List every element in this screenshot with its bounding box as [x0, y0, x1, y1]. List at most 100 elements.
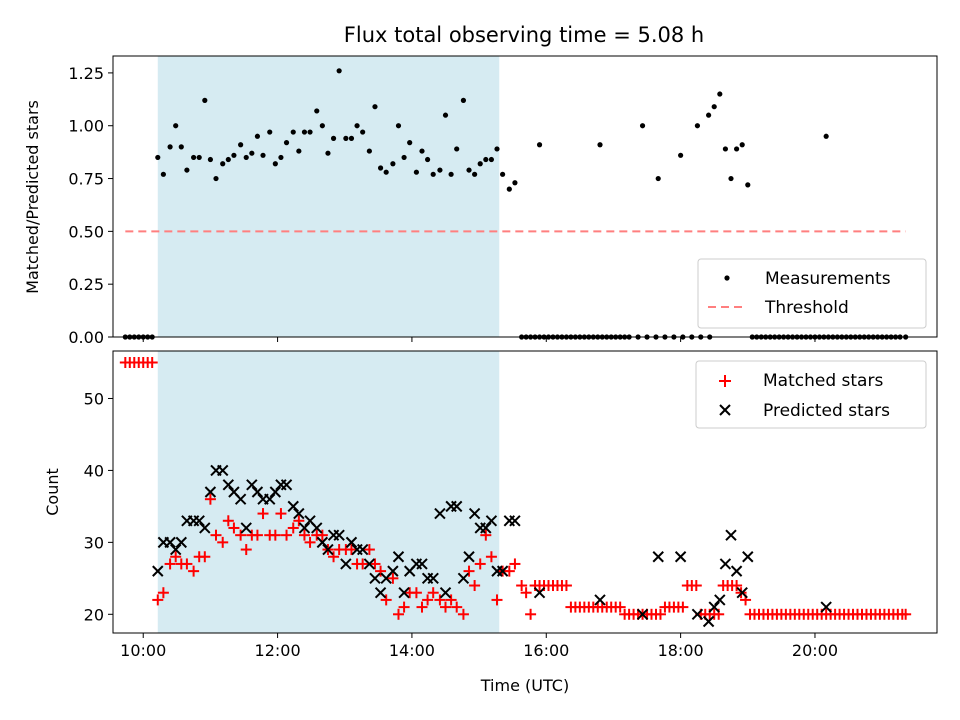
predicted-star-point — [480, 522, 492, 534]
predicted-star-point — [240, 522, 252, 534]
predicted-star-point — [496, 565, 509, 577]
measurement-point — [733, 146, 740, 152]
matched-star-point — [328, 551, 340, 563]
matched-star-point — [491, 594, 503, 606]
predicted-star-point — [730, 565, 743, 577]
matched-star-point — [520, 587, 532, 599]
predicted-star-point — [222, 479, 235, 491]
predicted-star-point — [193, 515, 205, 527]
measurement-point — [325, 150, 331, 156]
top-y-tick-label: 0.50 — [68, 222, 104, 241]
matched-star-point — [222, 515, 234, 527]
measurement-point — [330, 135, 337, 141]
matched-star-point — [387, 572, 399, 584]
measurement-point — [823, 133, 829, 139]
predicted-star-point — [674, 551, 687, 563]
top-legend: Measurements Threshold — [697, 258, 927, 329]
measurement-point — [454, 146, 460, 152]
measurement-point — [413, 169, 420, 175]
measurement-point — [307, 129, 313, 135]
measurement-point — [249, 150, 255, 156]
measurement-point — [343, 135, 349, 141]
predicted-star-point — [345, 536, 358, 549]
matched-star-point — [422, 594, 434, 606]
predicted-star-point — [246, 479, 258, 491]
matched-star-point — [146, 357, 158, 369]
matched-star-point — [451, 601, 463, 613]
measurement-point — [173, 123, 179, 129]
measurement-point — [711, 104, 717, 110]
predicted-star-point — [264, 493, 276, 505]
measurement-point — [390, 161, 396, 167]
measurement-point — [336, 68, 342, 74]
measurement-point — [536, 142, 543, 148]
measurement-point — [278, 154, 284, 161]
measurement-point — [155, 154, 161, 161]
predicted-star-point — [280, 479, 293, 491]
predicted-star-point — [434, 507, 446, 520]
top-highlight-span — [157, 56, 500, 337]
predicted-star-point — [725, 529, 737, 541]
bottom-legend: Matched stars Predicted stars — [695, 360, 927, 429]
matched-star-point — [369, 558, 381, 570]
predicted-star-point — [439, 587, 452, 599]
measurement-point — [477, 161, 483, 167]
matched-star-point — [654, 608, 666, 620]
matched-star-point — [275, 508, 287, 520]
measurement-point — [319, 123, 325, 129]
measurement-point — [254, 133, 261, 139]
measurement-point — [272, 161, 278, 167]
measurement-point — [314, 108, 320, 114]
top-y-tick-label: 1.00 — [68, 117, 104, 136]
measurement-point — [283, 140, 290, 146]
legend-label-matched: Matched stars — [763, 371, 883, 391]
predicted-star-point — [363, 558, 376, 570]
matched-star-point — [210, 529, 222, 541]
matched-star-point — [445, 594, 457, 606]
bottom-legend-box — [695, 360, 927, 429]
predicted-star-point — [468, 507, 481, 520]
matched-star-point — [240, 544, 252, 556]
measurement-point — [377, 165, 384, 171]
matched-star-point — [731, 580, 743, 592]
matched-star-point — [463, 565, 475, 577]
matched-star-point — [316, 529, 328, 541]
predicted-star-point — [298, 522, 311, 534]
measurement-point — [739, 142, 745, 148]
predicted-star-point — [392, 551, 405, 563]
bottom-x-tick-label: 18:00 — [658, 641, 704, 660]
predicted-star-point — [533, 587, 546, 599]
measurement-point — [383, 169, 389, 175]
predicted-star-point — [416, 558, 428, 570]
matched-star-point — [474, 558, 486, 570]
predicted-star-point — [322, 543, 334, 556]
measurement-point — [460, 97, 467, 103]
measurement-point — [296, 148, 302, 154]
matched-star-point — [380, 594, 392, 606]
measurement-point — [494, 146, 500, 152]
predicted-star-point — [708, 601, 720, 613]
measurement-point — [196, 154, 202, 161]
predicted-star-point — [333, 529, 345, 541]
matched-star-point — [157, 587, 169, 599]
predicted-star-points — [152, 464, 832, 628]
measurement-point — [500, 171, 506, 177]
predicted-star-point — [204, 486, 217, 498]
matched-star-point — [170, 551, 182, 563]
matched-star-point — [235, 529, 247, 541]
predicted-star-point — [719, 558, 732, 570]
measurement-point — [202, 97, 208, 103]
predicted-star-point — [636, 608, 649, 621]
measurement-point — [506, 186, 512, 192]
predicted-star-point — [175, 536, 188, 549]
predicted-star-point — [340, 558, 352, 570]
measurement-point — [706, 112, 712, 118]
measurement-point — [466, 167, 472, 173]
bottom-plot-frame — [112, 350, 938, 634]
predicted-star-point — [820, 601, 832, 613]
matched-star-point — [614, 601, 626, 613]
matched-star-point — [440, 601, 452, 613]
measurement-point — [366, 148, 372, 154]
bottom-y-tick-label: 20 — [84, 605, 104, 624]
measurement-point — [488, 156, 495, 163]
